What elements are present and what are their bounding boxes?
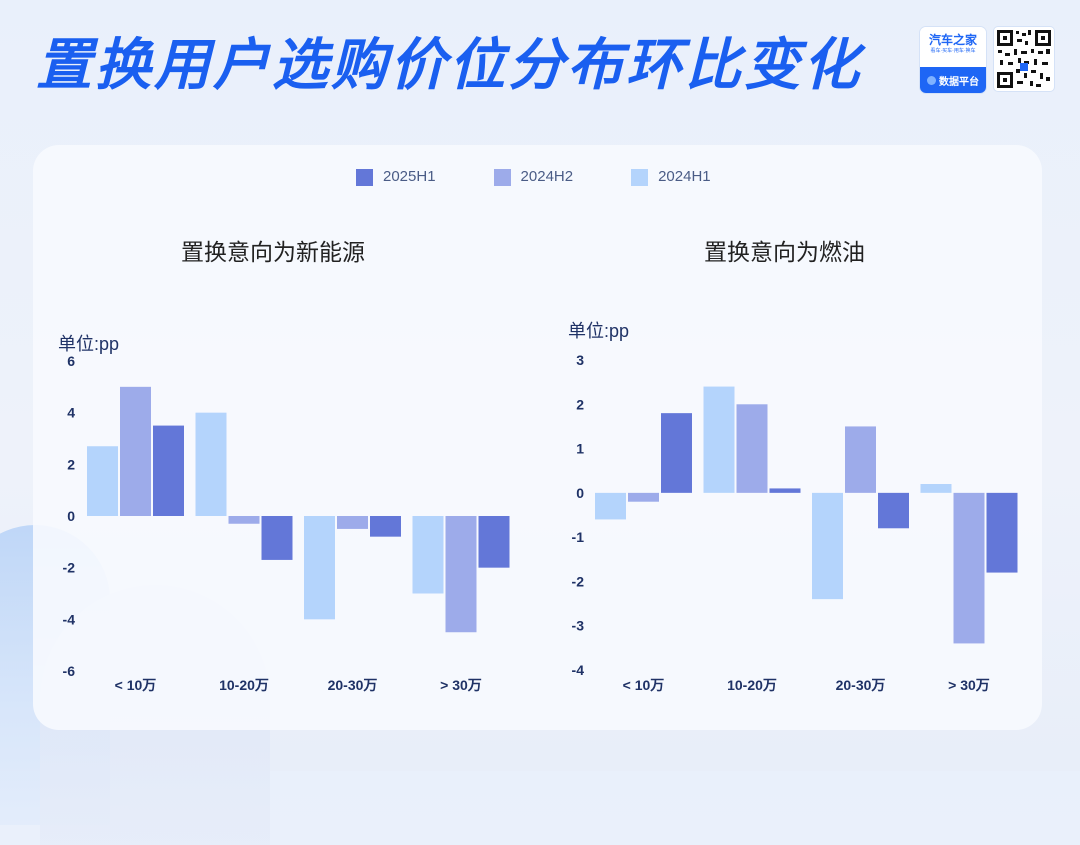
y-tick-nev: -4 [63,611,76,627]
legend-label-2024h1: 2024H1 [658,168,711,185]
x-tick-ice: < 10万 [623,677,665,693]
y-tick-nev: 4 [67,405,75,421]
logo-mascot-icon [927,75,936,85]
y-tick-nev: -6 [63,663,76,679]
x-tick-ice: 20-30万 [836,677,886,693]
bar-nev-2024h2 [337,516,368,529]
unit-label-ice: 单位:pp [568,321,630,341]
chart-title-nev: 置换意向为新能源 [181,239,365,265]
x-tick-nev: < 10万 [115,677,157,693]
x-tick-nev: 20-30万 [328,677,378,693]
bar-ice-2025h1 [986,492,1018,573]
x-tick-nev: > 30万 [440,677,482,693]
x-tick-ice: > 30万 [948,677,990,693]
unit-label-nev: 单位:pp [58,334,120,354]
bar-nev-2024h2 [228,516,260,524]
logo-slogan: 看车·买车·用车·换车 [930,48,976,54]
bar-ice-2024h2 [845,426,876,493]
bar-nev-2024h2 [120,386,151,516]
logo-name: 汽车之家 [928,33,977,47]
chart-title-ice: 置换意向为燃油 [704,239,865,265]
y-tick-ice: 3 [576,352,584,368]
bar-nev-2024h1 [412,516,444,594]
bar-ice-2024h2 [736,404,768,493]
qr-code-icon [997,30,1051,88]
legend-swatch-2024h1 [631,168,649,186]
bar-nev-2025h1 [261,516,293,560]
chart-legend: 2025H1 2024H2 2024H1 [356,166,711,188]
legend-item-2024h2: 2024H2 [493,166,574,188]
bar-ice-2024h1 [920,484,952,493]
x-tick-ice: 10-20万 [727,677,777,693]
logo-platform: 数据平台 [939,76,979,88]
y-tick-ice: -1 [572,529,585,545]
bar-ice-2024h1 [595,492,626,520]
bar-ice-2025h1 [878,492,909,529]
legend-item-2025h1: 2025H1 [356,166,436,188]
bar-nev-2024h1 [304,516,335,620]
bar-ice-2024h2 [953,492,985,644]
legend-swatch-2025h1 [356,168,373,186]
y-tick-ice: -4 [572,662,585,678]
bar-ice-2024h2 [628,492,659,502]
legend-label-2024h2: 2024H2 [520,168,574,185]
legend-label-2025h1: 2025H1 [383,168,436,185]
y-tick-nev: 0 [67,508,75,524]
y-tick-ice: -3 [572,618,585,634]
bar-nev-2024h1 [195,412,227,516]
bar-charts: 6 4 2 0 -2 -4 -6 < 10万 10-20万 20-30万 > 30万 3 2 1 0 -1 -2… [63,352,1018,693]
legend-item-2024h1: 2024H1 [631,166,711,188]
y-tick-nev: 6 [67,353,75,369]
bar-ice-2025h1 [661,413,692,493]
bar-nev-2025h1 [370,516,401,537]
x-tick-nev: 10-20万 [219,677,269,693]
y-tick-ice: -2 [572,573,585,589]
bar-nev-2025h1 [478,516,510,568]
y-tick-ice: 1 [576,441,584,457]
y-tick-ice: 2 [576,396,584,412]
autohome-logo: 汽车之家 看车·买车·用车·换车 数据平台 [920,27,986,93]
bar-nev-2024h2 [445,516,477,633]
page-title: 置换用户选购价位分布环比变化 [36,33,862,98]
y-tick-nev: -2 [63,560,76,576]
bar-ice-2024h1 [812,492,843,600]
y-tick-ice: 0 [576,485,584,501]
bar-nev-2025h1 [153,425,184,516]
bar-ice-2025h1 [769,488,801,493]
qr-code [994,27,1054,91]
legend-swatch-2024h2 [493,168,511,186]
bar-nev-2024h1 [87,446,118,516]
y-tick-nev: 2 [67,456,75,472]
bar-ice-2024h1 [703,386,735,493]
